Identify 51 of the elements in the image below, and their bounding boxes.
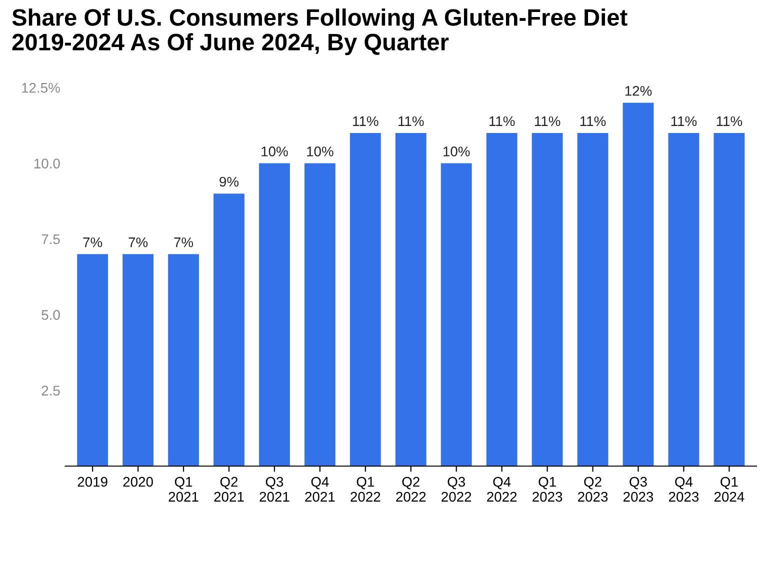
- y-tick-label: 12.5%: [22, 82, 60, 93]
- data-label: 7%: [128, 237, 148, 248]
- x-tick-label: 2020: [123, 476, 153, 487]
- data-label: 10%: [307, 146, 334, 156]
- data-label: 9%: [220, 176, 239, 187]
- data-label: 11%: [716, 116, 742, 126]
- y-tick-label: 5.0: [42, 310, 60, 320]
- x-tick-label: Q3 2022: [442, 476, 472, 502]
- bar: [714, 133, 745, 466]
- bar: [122, 254, 154, 466]
- bar: [168, 254, 199, 466]
- x-tick-label: Q3 2021: [260, 476, 290, 502]
- bar: [304, 163, 336, 466]
- bar: [214, 194, 244, 466]
- x-tick-label: Q2 2021: [214, 476, 244, 502]
- data-label: 12%: [625, 86, 652, 96]
- x-tick-label: Q4 2021: [305, 476, 335, 502]
- bar: [622, 102, 654, 466]
- x-tick-label: 2019: [78, 476, 108, 487]
- bar: [577, 133, 608, 466]
- data-label: 11%: [671, 116, 697, 126]
- data-label: 7%: [83, 237, 102, 248]
- bar: [440, 163, 472, 466]
- bar: [395, 133, 426, 466]
- x-tick-label: Q2 2022: [396, 476, 426, 502]
- x-tick-label: Q1 2023: [532, 476, 562, 502]
- x-tick-label: Q4 2022: [487, 476, 517, 502]
- data-label: 11%: [490, 116, 515, 126]
- x-tick-label: Q1 2022: [350, 476, 380, 502]
- bar: [77, 254, 108, 466]
- data-label: 11%: [353, 116, 378, 126]
- bar: [350, 133, 381, 466]
- x-tick-label: Q3 2023: [624, 476, 654, 502]
- bar: [532, 133, 563, 466]
- data-label: 11%: [580, 116, 606, 126]
- data-label: 10%: [262, 146, 288, 156]
- bar: [259, 163, 290, 466]
- x-tick-label: Q1 2024: [714, 476, 744, 502]
- data-label: 11%: [534, 116, 560, 126]
- chart-title: Share Of U.S. Consumers Following A Gluten-Free Diet 2019-2024 As Of June 2024, By Quarter: [12, 8, 628, 56]
- y-tick-label: 10.0: [34, 158, 60, 168]
- bar: [486, 133, 518, 466]
- data-label: 11%: [398, 116, 424, 126]
- x-tick-label: Q2 2023: [578, 476, 608, 502]
- y-tick-label: 2.5: [42, 386, 60, 396]
- x-tick-label: Q4 2023: [668, 476, 699, 502]
- x-tick-label: Q1 2021: [168, 476, 198, 502]
- data-label: 7%: [174, 237, 194, 248]
- data-label: 10%: [444, 146, 470, 156]
- y-tick-label: 7.5: [42, 234, 60, 244]
- bar: [668, 133, 700, 466]
